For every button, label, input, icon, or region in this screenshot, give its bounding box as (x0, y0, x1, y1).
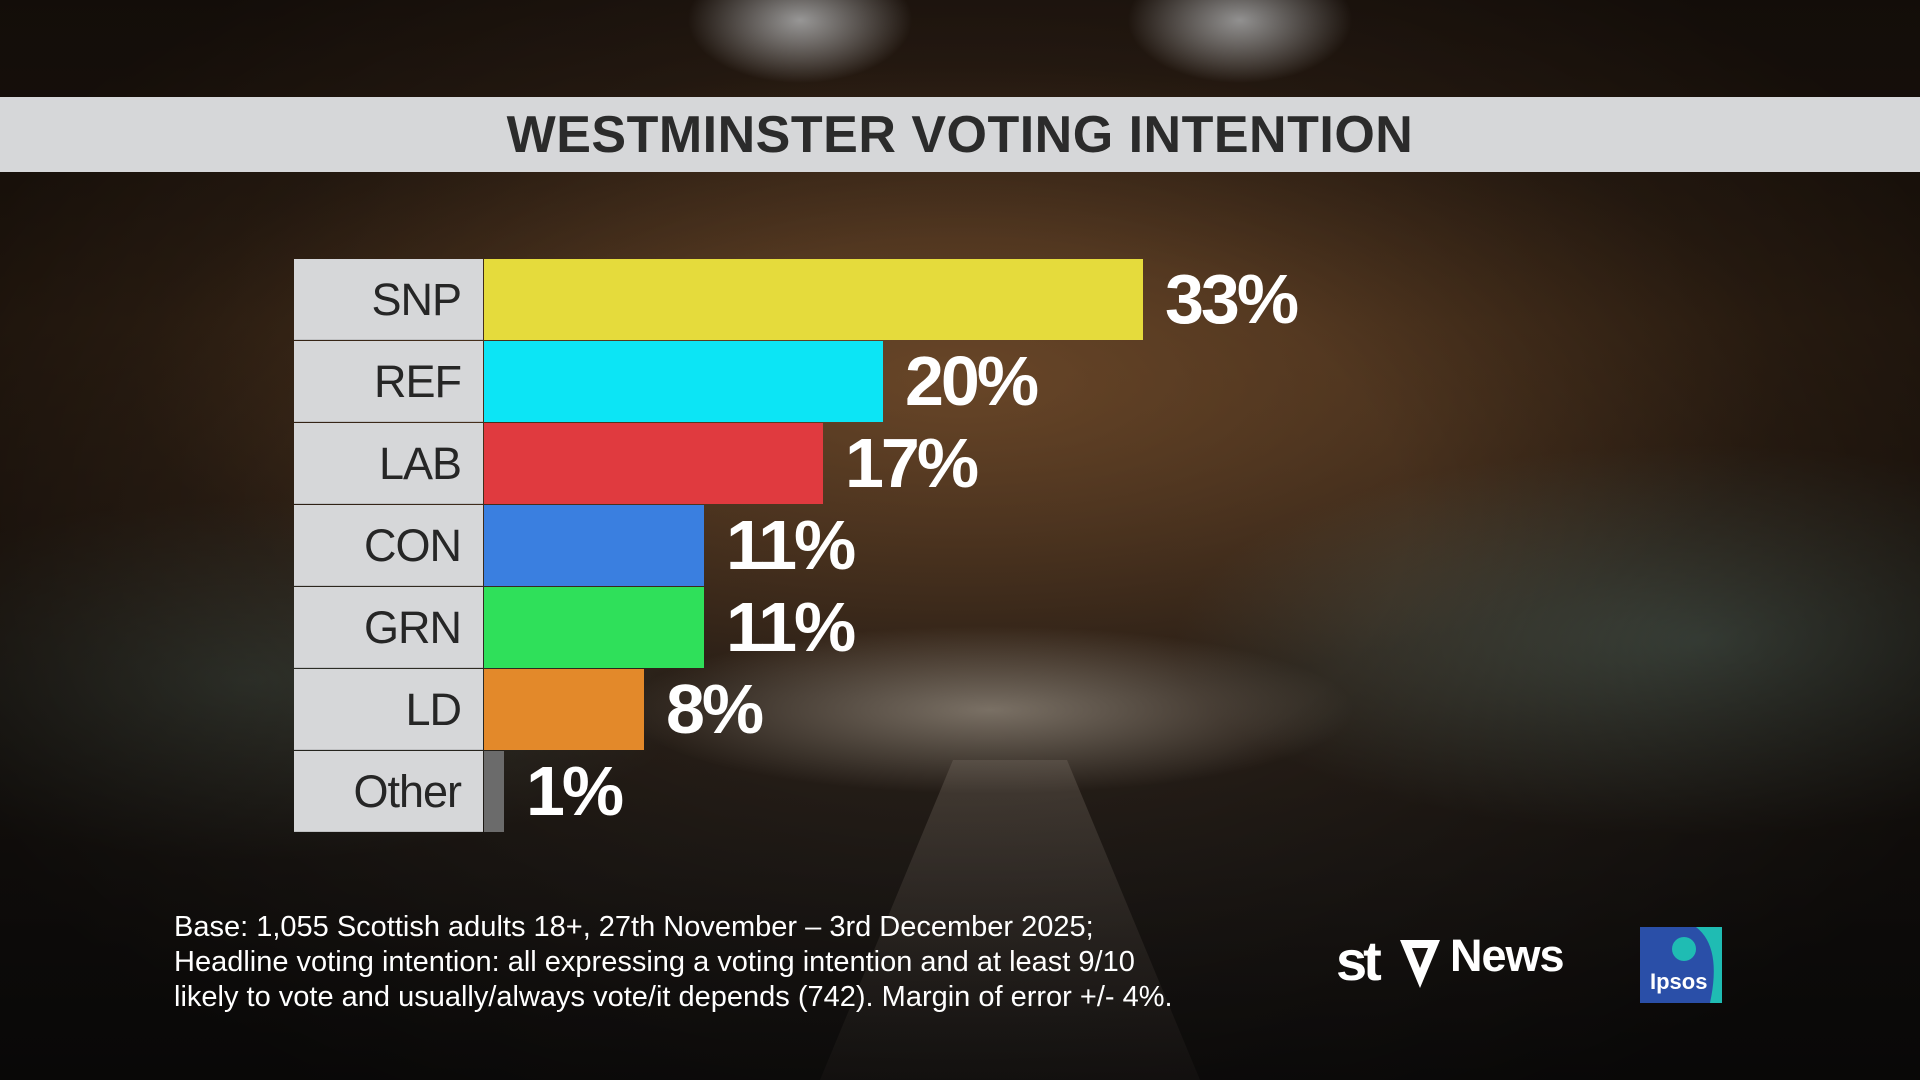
bar-row-snp: SNP 33% (294, 259, 1299, 340)
news-label: News (1450, 930, 1565, 981)
category-label-box: REF (294, 341, 483, 422)
category-label-box: CON (294, 505, 483, 586)
bar-snp (484, 259, 1143, 340)
category-label: CON (364, 520, 462, 571)
footnote-line-1: Base: 1,055 Scottish adults 18+, 27th No… (174, 911, 1094, 943)
chart-title: WESTMINSTER VOTING INTENTION (506, 105, 1414, 164)
footnote-line-3: likely to vote and usually/always vote/i… (174, 981, 1173, 1013)
bar-con (484, 505, 704, 586)
footnote: Base: 1,055 Scottish adults 18+, 27th No… (174, 910, 1314, 1015)
value-label: 17% (845, 424, 979, 502)
svg-text:st: st (1336, 929, 1381, 992)
stv-logo: st (1336, 929, 1440, 992)
bar-row-grn: GRN 11% (294, 587, 1294, 668)
category-label-box: GRN (294, 587, 483, 668)
value-label: 20% (905, 342, 1039, 420)
category-label: Other (353, 766, 462, 817)
category-label: GRN (364, 602, 462, 653)
title-bar: WESTMINSTER VOTING INTENTION (0, 97, 1920, 172)
value-label: 1% (526, 752, 624, 830)
bar-row-lab: LAB 17% (294, 423, 1294, 504)
value-label: 11% (726, 588, 856, 666)
bar-grn (484, 587, 704, 668)
category-label-box: Other (294, 751, 483, 832)
bar-lab (484, 423, 823, 504)
category-label: LD (405, 684, 462, 735)
bar-row-ref: REF 20% (294, 341, 1294, 422)
category-label-box: SNP (294, 259, 483, 340)
category-label: LAB (378, 438, 462, 489)
value-label: 8% (666, 670, 764, 748)
bar-row-con: CON 11% (294, 505, 1294, 586)
bar-row-other: Other 1% (294, 751, 1294, 832)
bar-ld (484, 669, 644, 750)
footnote-line-2: Headline voting intention: all expressin… (174, 946, 1135, 978)
bar-ref (484, 341, 883, 422)
ipsos-logo: Ipsos (1640, 927, 1722, 1003)
svg-text:Ipsos: Ipsos (1650, 969, 1707, 994)
category-label: SNP (371, 274, 462, 325)
bar-row-ld: LD 8% (294, 669, 1294, 750)
category-label-box: LAB (294, 423, 483, 504)
category-label-box: LD (294, 669, 483, 750)
value-label: 11% (726, 506, 856, 584)
bar-other (484, 751, 504, 832)
value-label: 33% (1165, 260, 1299, 338)
category-label: REF (374, 356, 462, 407)
